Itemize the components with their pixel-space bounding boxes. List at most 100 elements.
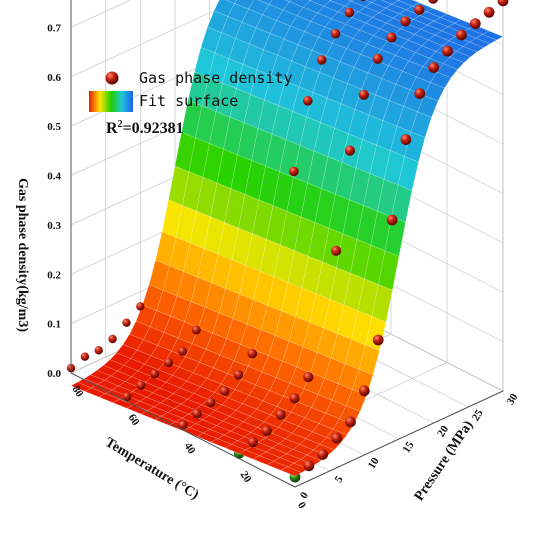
surface-cell [364,0,377,3]
surface-cell [328,0,332,1]
surface-cell [212,312,234,340]
y-tick-label: 30 [504,391,520,407]
data-point [386,32,397,43]
r-squared-value: =0.92381 [123,120,184,137]
legend-marker-fit-surface [89,91,133,112]
data-point [205,397,216,408]
surface-cell [200,378,222,393]
y-tick-label: 0 [298,489,311,500]
data-point [358,385,370,397]
surface-cell [218,288,240,319]
surface-cell [167,408,190,419]
surface-cell [221,16,243,39]
data-point [344,7,355,18]
y-tick-label: 10 [366,455,382,471]
surface-cell [172,366,194,382]
data-point [456,29,467,41]
data-point [164,358,174,368]
x-tick-label: 60 [126,412,142,428]
data-point [80,352,90,361]
surface-cell [228,38,250,65]
surface-cell [284,0,292,2]
surface-cell [200,26,222,54]
x-tick-label: 0 [295,500,308,511]
surface-cell [207,10,229,34]
surface-cell [188,423,211,434]
surface-cell [224,444,247,454]
y-axis-line [294,390,504,488]
surface-cell [169,237,191,272]
surface-cell [152,387,175,399]
data-point [94,346,103,355]
surface-cell [299,454,322,466]
surface-cell [347,0,354,2]
y-tick-label: 25 [470,407,486,423]
data-point [122,392,132,402]
surface-cell [122,333,144,351]
surface-cell [208,410,231,422]
surface-cell [162,265,184,297]
data-point [136,380,146,390]
legend-label-gas-density: Gas phase density [139,69,293,87]
data-point [400,16,411,27]
surface-cell [243,415,265,428]
data-point [360,0,367,1]
surface-cell [174,131,196,173]
z-tick-label: 0.5 [47,121,61,133]
data-point [178,420,188,430]
surface-cell [266,461,289,471]
surface-cell [371,284,393,323]
data-point [372,334,384,346]
data-point [261,425,272,436]
data-point [428,0,439,4]
data-point [122,318,131,327]
surface-cell [159,382,181,394]
surface-cell [188,137,210,178]
surface-cell [98,393,121,403]
surface-cell [166,393,189,405]
surface-cell [231,227,253,266]
data-point [136,302,145,311]
z-tick-label: 0.1 [47,319,61,331]
surface-cell [175,205,197,244]
surface-cell [148,259,170,291]
z-axis-title: Gas phase density(kg/m3) [15,178,30,332]
surface-cell [307,0,312,1]
data-point [372,53,383,64]
z-tick-label: 0.6 [47,72,61,84]
data-point [192,408,202,419]
surface-cell [214,32,236,59]
surface-cell [149,310,171,333]
data-point [219,386,230,396]
surface-cell [173,387,195,400]
data-point [247,348,258,359]
z-tick-label: 0.7 [47,22,61,34]
x-tick-label: 20 [238,469,254,485]
r-squared-sup: 2 [118,119,123,130]
y-tick-label: 20 [435,423,451,439]
surface-cell [193,386,215,400]
surface-cell [182,171,204,212]
data-point [303,460,315,472]
surface-cell [123,358,145,372]
data-point [247,437,258,448]
data-point [469,18,481,29]
z-tick-label: 0.0 [47,368,61,380]
data-point [108,334,117,344]
surface-cell [203,216,225,255]
surface-cell [206,367,228,385]
data-point [428,62,440,73]
legend: Gas phase density Fit surface R2=0.92381 [89,69,293,137]
data-point [344,145,355,156]
data-point [497,0,509,7]
z-tick-label: 0.3 [47,220,61,232]
surface-cell [280,466,303,477]
surface-cell [222,415,245,428]
surface-cell [142,284,164,311]
data-point [386,214,398,226]
surface-cell [189,210,211,250]
y-tick-label: 5 [333,473,346,484]
data-point [330,28,341,39]
surface-cell [155,231,177,267]
surface-cell [236,421,259,433]
